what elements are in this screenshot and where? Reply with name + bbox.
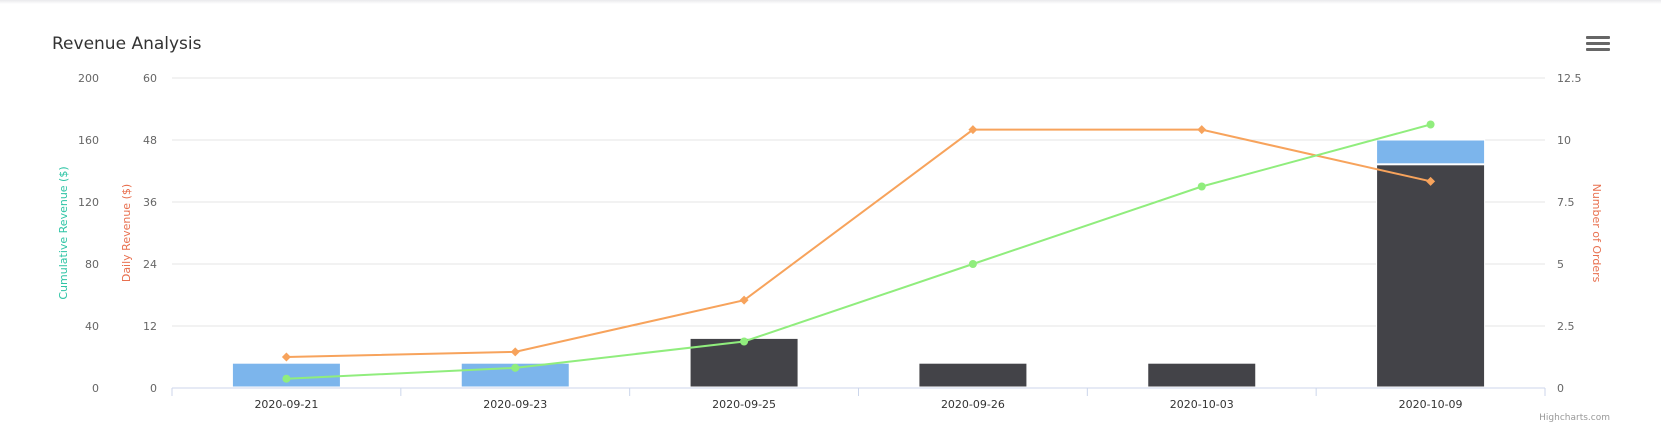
daily-tick-label: 36 <box>143 196 157 209</box>
data-point <box>282 374 291 383</box>
line-series <box>281 120 1436 383</box>
x-tick-label: 2020-10-09 <box>1399 398 1463 411</box>
cumulative-tick-label: 40 <box>85 320 99 333</box>
data-point <box>968 125 978 135</box>
cumulative-axis-title: Cumulative Revenue ($) <box>57 166 70 299</box>
x-tick-label: 2020-09-23 <box>483 398 547 411</box>
x-tick-label: 2020-09-26 <box>941 398 1005 411</box>
daily-tick-label: 24 <box>143 258 157 271</box>
cumulative-tick-label: 120 <box>78 196 99 209</box>
bar <box>1147 362 1257 388</box>
x-tick-label: 2020-09-21 <box>254 398 318 411</box>
x-tick-label: 2020-10-03 <box>1170 398 1234 411</box>
data-point <box>968 260 977 268</box>
cumulative-tick-label: 200 <box>78 72 99 85</box>
grid-lines <box>172 77 1545 389</box>
series-line <box>286 128 1431 358</box>
series-line <box>286 123 1431 380</box>
cumulative-tick-label: 0 <box>92 382 99 395</box>
cumulative-tick-label: 80 <box>85 258 99 271</box>
data-point <box>740 337 749 346</box>
data-point <box>511 363 520 372</box>
orders-tick-label: 2.5 <box>1557 320 1575 333</box>
daily-tick-label: 12 <box>143 320 157 333</box>
bar <box>1376 139 1486 165</box>
data-point <box>1426 120 1435 129</box>
data-point <box>739 295 749 305</box>
daily-tick-label: 60 <box>143 72 157 85</box>
credits-link[interactable]: Highcharts.com <box>1539 413 1610 423</box>
daily-tick-label: 48 <box>143 134 157 147</box>
orders-tick-label: 10 <box>1557 134 1571 147</box>
orders-tick-label: 7.5 <box>1557 196 1575 209</box>
daily-tick-label: 0 <box>150 382 157 395</box>
orders-tick-label: 5 <box>1557 258 1564 271</box>
data-point <box>1197 182 1206 191</box>
data-point <box>1426 176 1436 186</box>
data-point <box>281 352 291 362</box>
data-point <box>1197 125 1207 135</box>
bar <box>1376 164 1486 388</box>
x-tick-label: 2020-09-25 <box>712 398 776 411</box>
top-shadow <box>0 0 1661 4</box>
hamburger-menu-icon[interactable] <box>1586 36 1610 56</box>
data-point <box>510 347 520 357</box>
cumulative-tick-label: 160 <box>78 134 99 147</box>
orders-tick-label: 12.5 <box>1557 72 1582 85</box>
orders-axis-title: Number of Orders <box>1590 184 1603 283</box>
orders-tick-label: 0 <box>1557 382 1564 395</box>
bar <box>918 362 1028 388</box>
chart-title: Revenue Analysis <box>52 34 202 54</box>
daily-axis-title: Daily Revenue ($) <box>120 184 133 282</box>
axes: 0 0 0 40 12 2.5 80 24 5 120 36 7.5 160 48 10 200 60 12.5 C… <box>57 72 1603 411</box>
